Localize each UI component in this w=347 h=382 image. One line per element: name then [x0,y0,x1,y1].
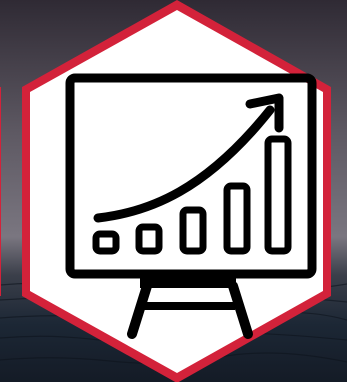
easel-right-leg [228,281,253,339]
growth-curve [93,105,275,223]
bar-2 [135,223,163,255]
bar-5 [264,135,292,255]
left-neighbor-hexagon-edge [0,88,1,296]
growth-arrow-head [245,93,284,133]
easel-mount [140,274,236,288]
easel-left-leg [127,281,152,339]
bar-1 [92,230,120,255]
bar-4 [223,182,251,255]
bar-3 [179,206,207,255]
easel-crossbar [144,302,235,310]
